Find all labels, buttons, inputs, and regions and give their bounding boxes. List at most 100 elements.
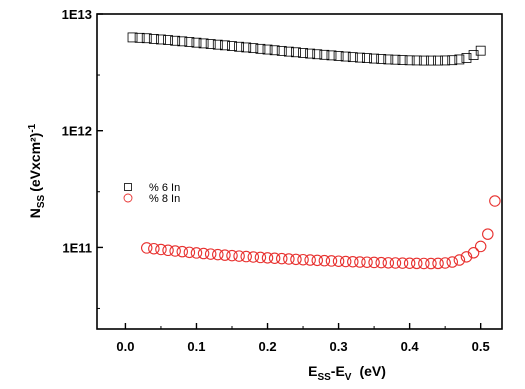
data-point-circle: [297, 253, 309, 266]
data-point-circle: [467, 247, 480, 259]
data-point-square: [454, 54, 465, 65]
data-point-square: [262, 44, 273, 55]
series-1: [127, 32, 486, 66]
plot-frame: [96, 13, 503, 330]
data-point-square: [205, 39, 216, 49]
data-point-square: [475, 45, 486, 56]
legend-circle-marker: [123, 193, 133, 203]
plot-markers: [127, 32, 501, 270]
data-point-circle: [197, 247, 210, 260]
data-point-square: [440, 55, 451, 66]
x-tick-label: 0.1: [187, 339, 205, 354]
data-point-circle: [339, 255, 352, 268]
data-point-square: [291, 47, 301, 58]
data-point-circle: [254, 251, 267, 264]
data-point-circle: [261, 252, 274, 264]
data-point-square: [269, 45, 280, 56]
data-point-square: [305, 48, 316, 59]
data-point-circle: [474, 240, 487, 253]
data-point-square: [141, 33, 152, 44]
data-point-circle: [162, 244, 174, 257]
y-tick-label: 1E12: [62, 124, 92, 139]
data-point-square: [404, 55, 415, 66]
data-point-square: [163, 35, 173, 45]
data-point-square: [390, 54, 401, 65]
data-point-circle: [304, 254, 316, 266]
data-point-circle: [233, 250, 245, 262]
data-point-circle: [410, 257, 423, 270]
data-point-circle: [275, 252, 288, 265]
data-point-circle: [439, 257, 451, 269]
data-point-circle: [212, 248, 224, 261]
series-2: [140, 195, 501, 270]
data-point-square: [340, 51, 351, 62]
data-point-circle: [311, 254, 324, 267]
data-point-circle: [226, 249, 238, 262]
data-point-square: [127, 32, 138, 43]
data-point-square: [134, 32, 145, 43]
data-point-square: [234, 41, 245, 52]
data-point-square: [227, 41, 237, 51]
data-point-circle: [332, 255, 345, 267]
data-point-square: [212, 39, 223, 50]
data-point-circle: [290, 253, 302, 266]
data-point-circle: [489, 195, 501, 207]
y-tick-label: 1E13: [62, 7, 92, 22]
legend-square-marker: [124, 183, 132, 191]
data-point-square: [347, 52, 358, 63]
data-point-circle: [140, 242, 153, 254]
data-point-square: [298, 48, 308, 58]
data-point-circle: [453, 254, 466, 266]
data-point-circle: [403, 257, 416, 269]
data-point-square: [255, 43, 266, 54]
data-point-circle: [155, 243, 167, 256]
tick-labels: 0.0 0.1 0.2 0.3 0.4 0.5 1E11 1E12 1E13: [62, 7, 490, 354]
data-point-square: [326, 50, 337, 61]
data-point-circle: [361, 256, 373, 268]
data-point-square: [397, 55, 408, 65]
data-point-square: [191, 37, 202, 48]
data-point-circle: [183, 246, 196, 259]
data-point-square: [241, 42, 252, 53]
x-tick-label: 0.3: [330, 339, 348, 354]
data-point-circle: [268, 252, 281, 264]
data-point-square: [461, 53, 472, 63]
x-tick-label: 0.5: [472, 339, 490, 354]
data-point-circle: [382, 257, 395, 269]
data-point-square: [319, 49, 330, 60]
data-point-square: [333, 51, 344, 61]
data-point-square: [354, 52, 365, 63]
data-point-circle: [318, 254, 331, 267]
data-point-square: [383, 54, 394, 65]
y-tick-label: 1E11: [62, 240, 92, 255]
data-point-circle: [482, 228, 494, 240]
legend-label-8-in: % 8 In: [149, 193, 180, 205]
data-point-circle: [389, 257, 402, 269]
data-point-circle: [418, 257, 430, 270]
data-point-circle: [325, 255, 338, 267]
data-point-square: [184, 37, 195, 47]
data-point-square: [433, 55, 443, 66]
data-point-square: [170, 35, 181, 46]
data-point-circle: [460, 251, 473, 263]
data-point-circle: [432, 257, 444, 270]
data-point-square: [411, 55, 422, 66]
data-point-circle: [247, 251, 260, 263]
data-point-circle: [240, 250, 252, 263]
data-point-circle: [347, 255, 359, 268]
data-point-circle: [375, 256, 387, 269]
data-point-square: [447, 55, 458, 66]
data-point-square: [312, 49, 323, 60]
data-point-square: [276, 45, 287, 56]
data-point-circle: [148, 242, 160, 255]
legend-label-6-in: % 6 In: [149, 182, 180, 194]
ticks: [97, 13, 482, 329]
data-point-circle: [446, 256, 459, 268]
x-tick-label: 0.2: [258, 339, 276, 354]
y-axis-label: NSS(eVxcm²)-1: [27, 123, 47, 218]
data-point-square: [362, 53, 372, 63]
x-tick-label: 0.0: [116, 339, 134, 354]
data-point-square: [426, 55, 436, 66]
data-point-square: [156, 34, 166, 45]
